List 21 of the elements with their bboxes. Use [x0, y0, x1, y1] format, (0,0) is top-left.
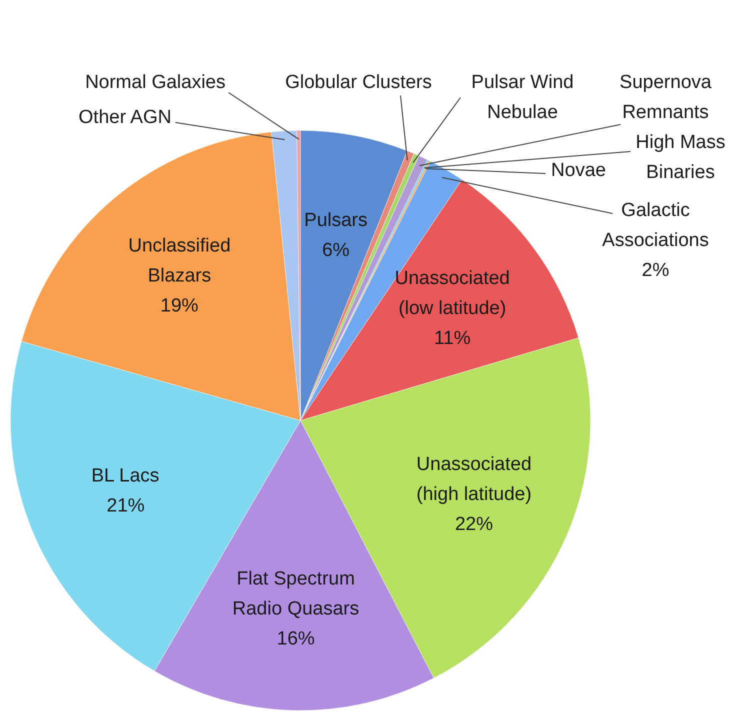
slice-label: Flat Spectrum Radio Quasars: [232, 568, 360, 620]
data-label: 11%: [434, 328, 471, 350]
data-label: 6%: [322, 240, 350, 261]
slice-label: Unassociated (low latitude): [394, 268, 510, 320]
data-label: 2%: [642, 260, 670, 281]
slice-label: Pulsars: [304, 210, 368, 231]
data-label: 16%: [276, 628, 315, 650]
slice-label: Supernova Remnants: [620, 72, 712, 123]
data-label: 19%: [160, 296, 199, 317]
slice-label: Pulsar Wind Nebulae: [471, 72, 574, 123]
slice-label: Galactic Associations: [602, 200, 709, 251]
slice-label: Other AGN: [78, 107, 172, 128]
slice-label: Unassociated (high latitude): [416, 454, 532, 505]
slice-label: Novae: [551, 160, 606, 181]
slice-label: Normal Galaxies: [85, 72, 226, 93]
data-label: 22%: [454, 514, 494, 535]
data-label: 21%: [106, 495, 145, 516]
slice-label: High Mass Binaries: [636, 132, 726, 183]
slice-label: BL Lacs: [91, 465, 160, 486]
slice-label: Globular Clusters: [285, 72, 432, 93]
slice-label: Unclassified Blazars: [128, 236, 231, 287]
